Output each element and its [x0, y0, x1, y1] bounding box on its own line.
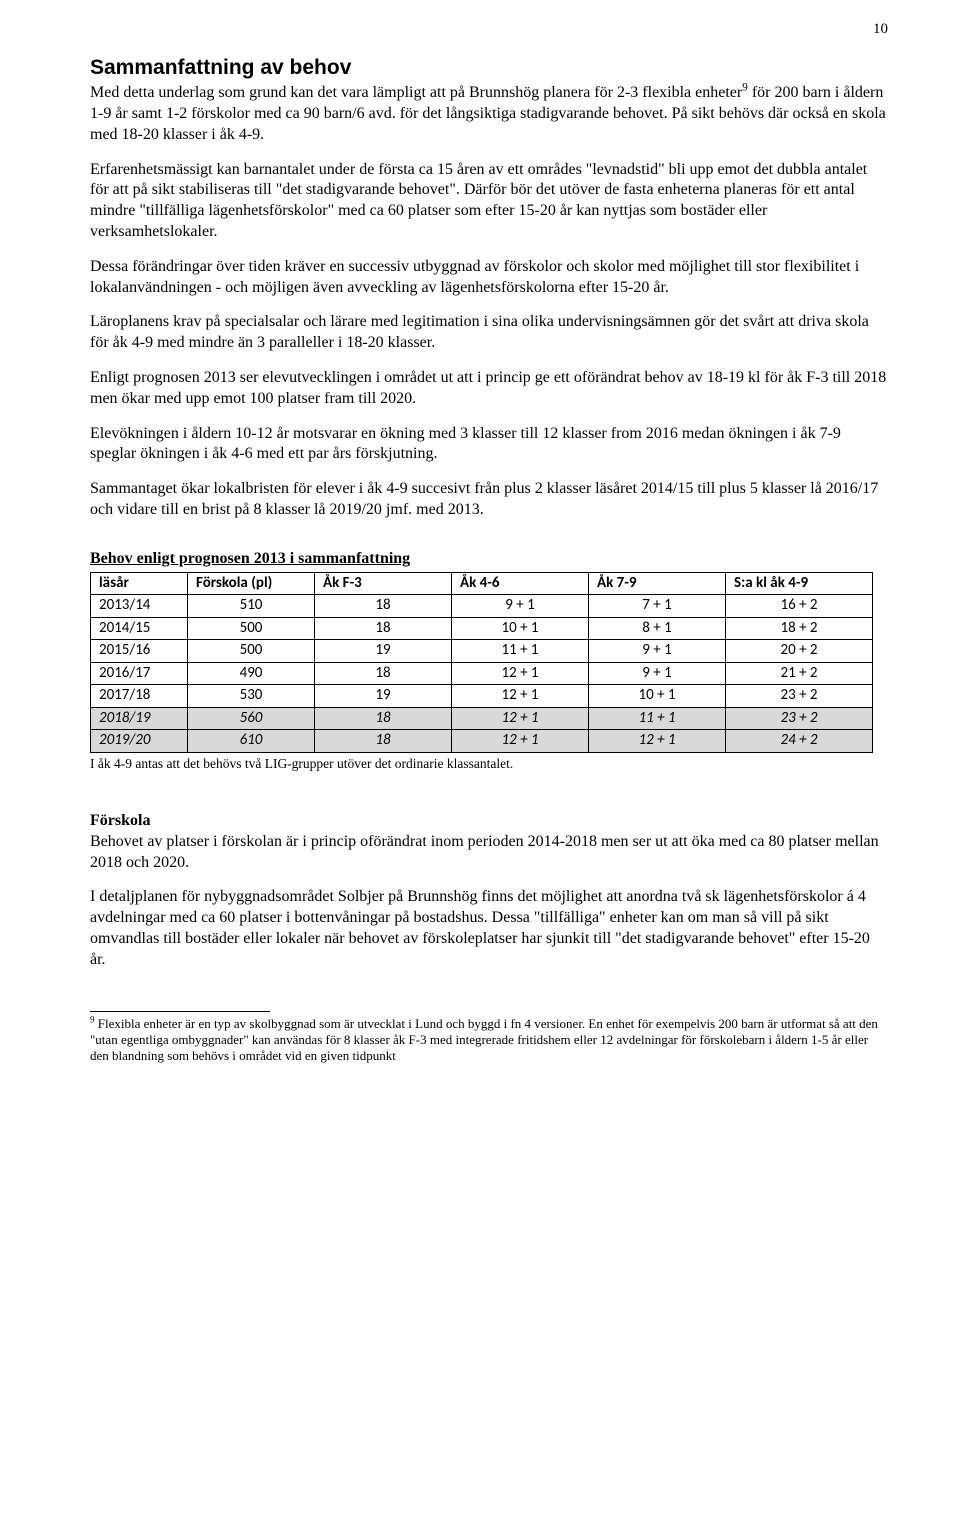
table-cell: 12 + 1 — [452, 685, 589, 708]
table-header: Förskola (pl) — [188, 572, 315, 595]
table-cell: 19 — [315, 640, 452, 663]
heading-forskola: Förskola — [90, 811, 888, 832]
table-header: Åk 7-9 — [589, 572, 726, 595]
table-footnote: I åk 4-9 antas att det behövs två LIG-gr… — [90, 755, 888, 773]
table-cell: 12 + 1 — [452, 662, 589, 685]
table-cell: 2019/20 — [91, 730, 188, 753]
table-cell: 12 + 1 — [452, 730, 589, 753]
table-cell: 8 + 1 — [589, 617, 726, 640]
paragraph-1: Med detta underlag som grund kan det var… — [90, 83, 888, 145]
table-header: Åk F-3 — [315, 572, 452, 595]
table-cell: 18 + 2 — [726, 617, 873, 640]
prognos-table: läsårFörskola (pl)Åk F-3Åk 4-6Åk 7-9S:a … — [90, 572, 873, 753]
table-cell: 510 — [188, 595, 315, 618]
table-cell: 10 + 1 — [589, 685, 726, 708]
table-cell: 18 — [315, 617, 452, 640]
table-cell: 500 — [188, 640, 315, 663]
paragraph-2: Erfarenhetsmässigt kan barnantalet under… — [90, 160, 888, 243]
table-cell: 10 + 1 — [452, 617, 589, 640]
table-cell: 9 + 1 — [589, 640, 726, 663]
table-cell: 11 + 1 — [452, 640, 589, 663]
footnote-text: Flexibla enheter är en typ av skolbyggna… — [90, 1016, 878, 1064]
table-cell: 19 — [315, 685, 452, 708]
table-cell: 18 — [315, 707, 452, 730]
table-cell: 490 — [188, 662, 315, 685]
table-row: 2016/174901812 + 19 + 121 + 2 — [91, 662, 873, 685]
table-header: S:a kl åk 4-9 — [726, 572, 873, 595]
table-cell: 2015/16 — [91, 640, 188, 663]
table-cell: 2018/19 — [91, 707, 188, 730]
table-header: läsår — [91, 572, 188, 595]
table-cell: 2016/17 — [91, 662, 188, 685]
footnote-9: 9 Flexibla enheter är en typ av skolbygg… — [90, 1016, 888, 1065]
table-cell: 12 + 1 — [589, 730, 726, 753]
table-cell: 23 + 2 — [726, 685, 873, 708]
table-cell: 2013/14 — [91, 595, 188, 618]
table-cell: 2014/15 — [91, 617, 188, 640]
table-row: 2015/165001911 + 19 + 120 + 2 — [91, 640, 873, 663]
heading-sammanfattning: Sammanfattning av behov — [90, 54, 888, 81]
table-cell: 500 — [188, 617, 315, 640]
heading-behov-prognos: Behov enligt prognosen 2013 i sammanfatt… — [90, 549, 888, 570]
table-row: 2017/185301912 + 110 + 123 + 2 — [91, 685, 873, 708]
table-cell: 2017/18 — [91, 685, 188, 708]
table-cell: 18 — [315, 595, 452, 618]
table-cell: 11 + 1 — [589, 707, 726, 730]
table-cell: 530 — [188, 685, 315, 708]
table-header: Åk 4-6 — [452, 572, 589, 595]
table-cell: 24 + 2 — [726, 730, 873, 753]
table-row: 2019/206101812 + 112 + 124 + 2 — [91, 730, 873, 753]
paragraph-8: Behovet av platser i förskolan är i prin… — [90, 832, 888, 874]
table-cell: 18 — [315, 730, 452, 753]
paragraph-3: Dessa förändringar över tiden kräver en … — [90, 257, 888, 299]
table-cell: 12 + 1 — [452, 707, 589, 730]
page-number: 10 — [873, 20, 888, 40]
paragraph-7: Sammantaget ökar lokalbristen för elever… — [90, 479, 888, 521]
paragraph-6: Elevökningen i åldern 10-12 år motsvarar… — [90, 424, 888, 466]
table-row: 2013/14510189 + 17 + 116 + 2 — [91, 595, 873, 618]
table-cell: 18 — [315, 662, 452, 685]
p1-part-a: Med detta underlag som grund kan det var… — [90, 84, 742, 101]
table-row: 2018/195601812 + 111 + 123 + 2 — [91, 707, 873, 730]
paragraph-9: I detaljplanen för nybyggnadsområdet Sol… — [90, 887, 888, 970]
table-cell: 20 + 2 — [726, 640, 873, 663]
table-cell: 23 + 2 — [726, 707, 873, 730]
table-cell: 9 + 1 — [589, 662, 726, 685]
table-cell: 560 — [188, 707, 315, 730]
paragraph-5: Enligt prognosen 2013 ser elevutveckling… — [90, 368, 888, 410]
paragraph-4: Läroplanens krav på specialsalar och lär… — [90, 312, 888, 354]
table-cell: 610 — [188, 730, 315, 753]
table-cell: 21 + 2 — [726, 662, 873, 685]
table-cell: 9 + 1 — [452, 595, 589, 618]
footnote-separator — [90, 1011, 270, 1012]
table-row: 2014/155001810 + 18 + 118 + 2 — [91, 617, 873, 640]
table-cell: 7 + 1 — [589, 595, 726, 618]
table-cell: 16 + 2 — [726, 595, 873, 618]
